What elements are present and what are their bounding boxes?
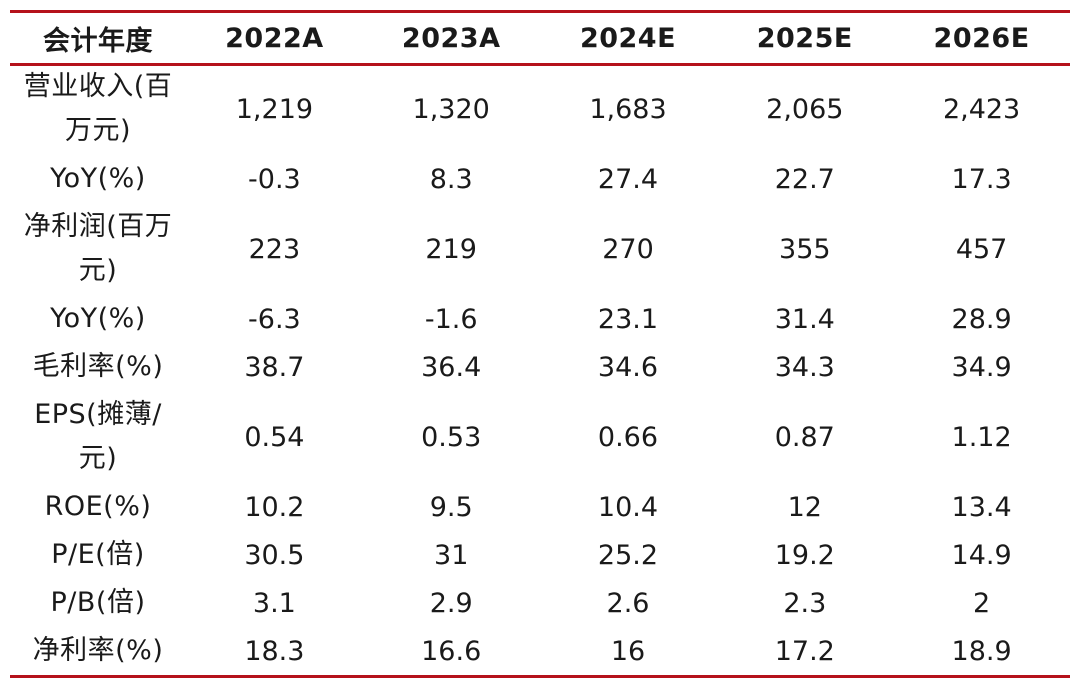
table-cell: 34.6 bbox=[597, 351, 659, 383]
financial-forecast-table-container: 会计年度 2022A 2023A 2024E 2025E 2026E 营业收入(… bbox=[10, 10, 1070, 678]
header-cell-2022a: 2022A bbox=[225, 22, 324, 54]
table-cell: 19.2 bbox=[774, 539, 835, 571]
table-cell: 2,065 bbox=[766, 93, 844, 125]
table-cell: 0.54 bbox=[244, 421, 305, 453]
table-cell: 0.87 bbox=[774, 421, 835, 453]
table-cell: 13.4 bbox=[951, 491, 1012, 523]
table-cell: 1,683 bbox=[589, 93, 667, 125]
table-row: YoY(%) -6.3 -1.6 23.1 31.4 28.9 bbox=[10, 295, 1070, 343]
table-cell: 2.9 bbox=[429, 587, 473, 619]
row-label-cell: 营业收入(百万元) bbox=[10, 63, 186, 155]
table-cell: 3.1 bbox=[252, 587, 296, 619]
table-cell: 270 bbox=[602, 233, 654, 265]
table-cell: 1,320 bbox=[412, 93, 490, 125]
table-cell: 2.3 bbox=[783, 587, 827, 619]
table-cell: 36.4 bbox=[421, 351, 482, 383]
table-cell: 34.9 bbox=[951, 351, 1012, 383]
table-cell: 25.2 bbox=[597, 539, 659, 571]
table-cell: 9.5 bbox=[429, 491, 473, 523]
table-cell: 22.7 bbox=[774, 163, 835, 195]
header-cell-2025e: 2025E bbox=[756, 22, 853, 54]
table-cell: 223 bbox=[248, 233, 301, 265]
row-label-cell: YoY(%) bbox=[10, 155, 186, 203]
header-row: 会计年度 2022A 2023A 2024E 2025E 2026E bbox=[10, 13, 1070, 63]
table-cell: 16.6 bbox=[421, 635, 482, 667]
table-cell: 1,219 bbox=[235, 93, 314, 125]
table-cell: 2.6 bbox=[606, 587, 650, 619]
row-label-cell: 毛利率(%) bbox=[10, 343, 186, 391]
table-cell: 457 bbox=[955, 233, 1008, 265]
table-cell: -1.6 bbox=[424, 303, 478, 335]
table-cell: 1.12 bbox=[951, 421, 1012, 453]
row-label-cell: EPS(摊薄/元) bbox=[10, 391, 186, 483]
table-cell: 31.4 bbox=[774, 303, 835, 335]
header-cell-fiscal-year: 会计年度 bbox=[43, 25, 153, 57]
header-rule bbox=[10, 63, 1070, 66]
row-label: P/B(倍) bbox=[50, 587, 146, 618]
table-body: 营业收入(百万元) 1,219 1,320 1,683 2,065 2,423 YoY(%)… bbox=[10, 63, 1070, 675]
table-row: YoY(%) -0.3 8.3 27.4 22.7 17.3 bbox=[10, 155, 1070, 203]
row-label-cell: 净利润(百万元) bbox=[10, 203, 186, 295]
row-label: 毛利率(%) bbox=[32, 351, 164, 382]
table-cell: 0.53 bbox=[421, 421, 482, 453]
table-row: 毛利率(%) 38.7 36.4 34.6 34.3 34.9 bbox=[10, 343, 1070, 391]
row-label: YoY(%) bbox=[50, 163, 146, 194]
table-cell: 2,423 bbox=[942, 93, 1021, 125]
table-cell: 16 bbox=[610, 635, 646, 667]
row-label: EPS(摊薄/元) bbox=[34, 399, 162, 474]
table-cell: 10.2 bbox=[244, 491, 305, 523]
table-cell: -6.3 bbox=[248, 303, 301, 335]
table-row: EPS(摊薄/元) 0.54 0.53 0.66 0.87 1.12 bbox=[10, 391, 1070, 483]
row-label-cell: YoY(%) bbox=[10, 295, 186, 343]
table-cell: -0.3 bbox=[248, 163, 301, 195]
table-row: 净利润(百万元) 223 219 270 355 457 bbox=[10, 203, 1070, 295]
row-label-cell: P/B(倍) bbox=[10, 579, 186, 627]
header-cell-2024e: 2024E bbox=[579, 22, 677, 54]
table-row: P/B(倍) 3.1 2.9 2.6 2.3 2 bbox=[10, 579, 1070, 627]
row-label: YoY(%) bbox=[50, 303, 146, 334]
table-cell: 31 bbox=[434, 539, 469, 571]
table-cell: 34.3 bbox=[774, 351, 835, 383]
table-cell: 18.3 bbox=[244, 635, 305, 667]
table-cell: 18.9 bbox=[951, 635, 1012, 667]
table-cell: 28.9 bbox=[951, 303, 1012, 335]
row-label: P/E(倍) bbox=[51, 539, 145, 570]
table-row: 净利率(%) 18.3 16.6 16 17.2 18.9 bbox=[10, 627, 1070, 675]
row-label: ROE(%) bbox=[44, 491, 152, 522]
table-row: P/E(倍) 30.5 31 25.2 19.2 14.9 bbox=[10, 531, 1070, 579]
table-row: ROE(%) 10.2 9.5 10.4 12 13.4 bbox=[10, 483, 1070, 531]
table-cell: 38.7 bbox=[244, 351, 305, 383]
table-cell: 17.2 bbox=[774, 635, 835, 667]
table-cell: 2 bbox=[973, 587, 991, 619]
table-cell: 8.3 bbox=[429, 163, 473, 195]
row-label: 营业收入(百万元) bbox=[23, 71, 173, 146]
table-cell: 10.4 bbox=[597, 491, 659, 523]
header-cell-2026e: 2026E bbox=[933, 22, 1030, 54]
table-cell: 14.9 bbox=[951, 539, 1012, 571]
row-label: 净利率(%) bbox=[32, 635, 164, 666]
top-rule bbox=[10, 10, 1070, 13]
table-cell: 355 bbox=[779, 233, 831, 265]
row-label-cell: ROE(%) bbox=[10, 483, 186, 531]
bottom-rule bbox=[10, 675, 1070, 678]
table-cell: 12 bbox=[787, 491, 822, 523]
table-cell: 30.5 bbox=[244, 539, 305, 571]
header-cell-2023a: 2023A bbox=[401, 22, 501, 54]
table-cell: 23.1 bbox=[597, 303, 659, 335]
table-row: 营业收入(百万元) 1,219 1,320 1,683 2,065 2,423 bbox=[10, 63, 1070, 155]
row-label-cell: 净利率(%) bbox=[10, 627, 186, 675]
row-label: 净利润(百万元) bbox=[23, 211, 173, 286]
financial-forecast-table: 会计年度 2022A 2023A 2024E 2025E 2026E 营业收入(… bbox=[10, 13, 1070, 675]
row-label-cell: P/E(倍) bbox=[10, 531, 186, 579]
table-cell: 17.3 bbox=[951, 163, 1012, 195]
table-cell: 27.4 bbox=[597, 163, 659, 195]
table-cell: 219 bbox=[425, 233, 477, 265]
table-cell: 0.66 bbox=[597, 421, 659, 453]
